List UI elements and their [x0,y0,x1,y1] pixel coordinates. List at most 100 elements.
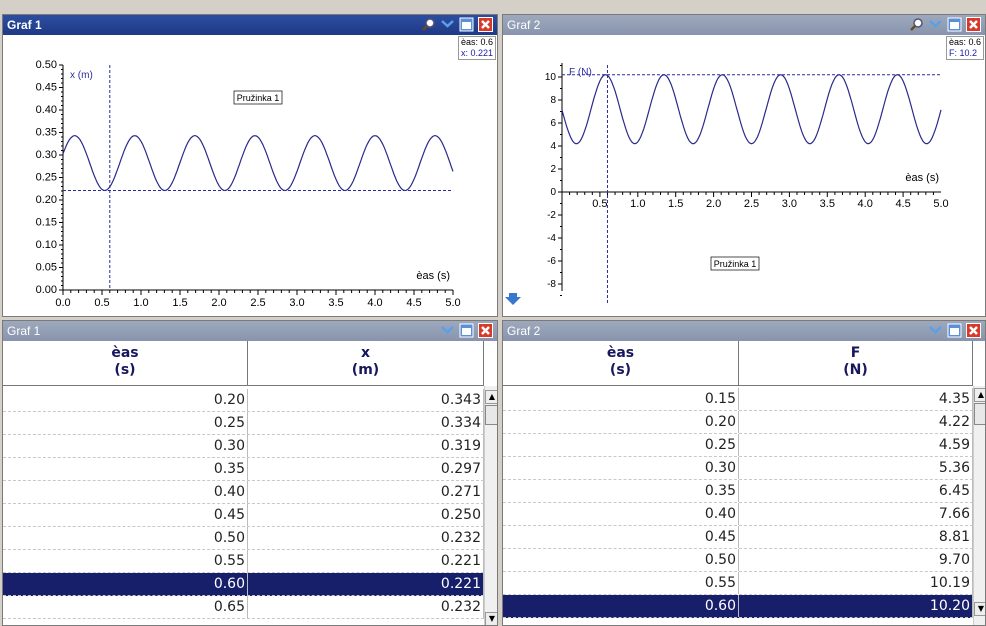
scroll-up-button[interactable]: ▲ [485,390,497,404]
cell-time: 0.35 [503,480,739,502]
table2-body: 0.15 4.35 0.20 4.22 0.25 4.59 0.30 5.36 0.35 6.45… [503,386,973,625]
cell-time: 0.20 [3,389,248,411]
table-row[interactable]: 0.50 9.70 [503,549,973,572]
table-row[interactable]: 0.25 0.334 [3,412,484,435]
column-unit: (s) [114,362,136,378]
scroll-thumb[interactable] [974,403,985,425]
graph1-window[interactable]: Graf 1 èas: 0.6 x: 0.221 0.00 0.05 0.10 0.1… [2,14,498,317]
scroll-down-button[interactable]: ▼ [974,602,985,616]
close-icon[interactable] [966,323,981,338]
x-tick-label: 4.0 [858,198,873,210]
table-row[interactable]: 0.15 4.35 [503,388,973,411]
maximize-icon[interactable] [947,17,962,32]
x-axis-label: èas (s) [416,270,450,282]
zoom-icon[interactable] [421,17,436,32]
y-tick-label: 0.40 [36,104,57,116]
chevron-down-icon[interactable] [440,17,455,32]
scroll-down-button[interactable]: ▼ [485,612,497,625]
table-row[interactable]: 0.30 5.36 [503,457,973,480]
table2-header: èas (s) F (N) [503,341,973,386]
cell-time: 0.45 [503,526,739,548]
cell-time: 0.65 [3,596,248,618]
table1-titlebar[interactable]: Graf 1 [3,321,497,341]
table1-body: 0.20 0.343 0.25 0.334 0.30 0.319 0.35 0.297 0.40… [3,386,484,625]
table-row[interactable]: 0.55 0.221 [3,550,484,573]
x-tick-label: 0.5 [94,297,109,309]
table2-scrollbar[interactable]: ▲ ▼ [973,386,985,625]
maximize-icon[interactable] [947,323,962,338]
column-name: èas [111,345,139,361]
x-tick-label: 2.0 [211,297,226,309]
zoom-icon[interactable] [909,17,924,32]
legend-label: Pružinka 1 [714,259,757,269]
table-row[interactable]: 0.35 6.45 [503,480,973,503]
table1-scrollbar[interactable]: ▲ ▼ [484,386,497,625]
table-row[interactable]: 0.45 0.250 [3,504,484,527]
table2-grid[interactable]: èas (s) F (N) 0.15 4.35 0.20 4.22 0.25 4.59 0.… [503,341,985,625]
table-row[interactable]: 0.20 4.22 [503,411,973,434]
y-tick-label: 0.05 [36,262,57,274]
graph2-titlebar[interactable]: Graf 2 [503,15,985,35]
x-tick-label: 2.5 [250,297,265,309]
table-row[interactable]: 0.45 8.81 [503,526,973,549]
cell-time: 0.25 [503,434,739,456]
cell-value: 4.22 [739,411,973,433]
table-row[interactable]: 0.20 0.343 [3,389,484,412]
table-row[interactable]: 0.35 0.297 [3,458,484,481]
maximize-icon[interactable] [459,17,474,32]
cell-value: 10.20 [739,595,973,617]
graph1-titlebar[interactable]: Graf 1 [3,15,497,35]
cell-time: 0.50 [503,549,739,571]
scroll-up-button[interactable]: ▲ [974,388,985,402]
y-tick-label: 6 [550,118,556,129]
maximize-icon[interactable] [459,323,474,338]
table-row[interactable]: 0.30 0.319 [3,435,484,458]
x-tick-label: 0.5 [592,198,607,210]
graph2-readout-value: F: 10.2 [948,48,977,58]
table-row[interactable]: 0.60 0.221 [3,573,484,596]
chevron-down-icon[interactable] [928,17,943,32]
graph2-readout-time: èas: 0.6 [948,37,981,47]
chevron-down-icon[interactable] [440,323,455,338]
close-icon[interactable] [478,323,493,338]
x-tick-label: 1.5 [172,297,187,309]
y-tick-label: 0.45 [36,82,57,94]
y-tick-label: 0.30 [36,149,57,161]
table-row[interactable]: 0.40 0.271 [3,481,484,504]
graph2-window[interactable]: Graf 2 èas: 0.6 F: 10.2 -8 -6 -4 -2 0 2 4 6 8 10 0… [502,14,986,317]
table-row[interactable]: 0.65 0.232 [3,596,484,619]
table1-grid[interactable]: èas (s) x (m) 0.20 0.343 0.25 0.334 0.30 0.31… [3,341,497,625]
graph2-title: Graf 2 [507,18,541,32]
table-row[interactable]: 0.55 10.19 [503,572,973,595]
table1-window[interactable]: Graf 1 èas (s) x (m) 0.20 0.343 0.25 0.334 0… [2,320,498,626]
y-tick-label: -8 [547,279,556,290]
column-header-time[interactable]: èas (s) [503,341,739,385]
legend-label: Pružinka 1 [237,93,280,103]
table-row[interactable]: 0.25 4.59 [503,434,973,457]
scroll-thumb[interactable] [485,405,497,425]
cell-value: 0.232 [248,527,484,549]
y-tick-label: 2 [550,164,556,175]
column-name: x [360,345,371,361]
table-row[interactable]: 0.60 10.20 [503,595,973,618]
cell-time: 0.20 [503,411,739,433]
cell-time: 0.55 [3,550,248,572]
y-tick-label: 10 [545,72,557,83]
arrow-down-icon[interactable] [505,293,521,305]
graph1-plot[interactable]: 0.00 0.05 0.10 0.15 0.20 0.25 0.30 0.35 0.40 0.45… [3,35,497,316]
chevron-down-icon[interactable] [928,323,943,338]
table-row[interactable]: 0.50 0.232 [3,527,484,550]
table-row[interactable]: 0.40 7.66 [503,503,973,526]
cell-value: 6.45 [739,480,973,502]
table2-window[interactable]: Graf 2 èas (s) F (N) 0.15 4.35 0.20 4.22 0.2… [502,320,986,626]
column-header-time[interactable]: èas (s) [3,341,248,385]
cell-value: 0.271 [248,481,484,503]
table2-titlebar[interactable]: Graf 2 [503,321,985,341]
close-icon[interactable] [966,17,981,32]
graph2-plot[interactable]: -8 -6 -4 -2 0 2 4 6 8 10 0.5 1.0 1.5 2.0 2.5 3.0 3.5 4.0 4… [503,35,985,316]
cell-time: 0.30 [503,457,739,479]
close-icon[interactable] [478,17,493,32]
column-header-x[interactable]: x (m) [248,341,484,385]
cell-time: 0.50 [3,527,248,549]
column-header-force[interactable]: F (N) [739,341,973,385]
